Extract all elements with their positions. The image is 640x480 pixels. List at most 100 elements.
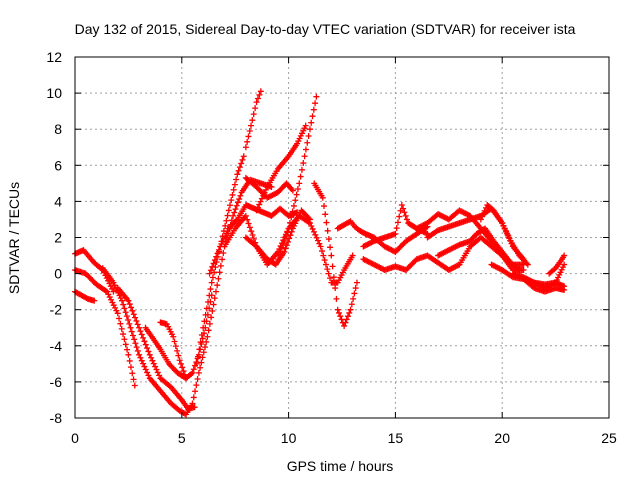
y-tick-label: 10 [46,85,62,101]
data-point [210,301,217,308]
data-point [338,316,345,323]
data-point [136,324,143,331]
y-tick-label: 0 [54,266,62,282]
data-point [288,214,295,221]
data-point [244,138,251,145]
data-point [129,370,136,377]
data-point [188,370,195,377]
data-point [277,248,284,255]
data-point [109,299,116,306]
data-point [292,197,299,204]
data-point [230,212,237,219]
data-point [150,360,157,367]
data-point [256,91,263,98]
data-point [352,285,359,292]
data-point [369,238,376,245]
data-point [284,229,291,236]
data-point [551,280,558,287]
data-point [343,316,350,323]
data-point [180,368,187,375]
data-point [254,204,261,211]
data-series-sat-g [157,319,190,382]
data-point [319,194,326,201]
data-point [305,215,312,222]
data-series-sat-s [360,234,527,273]
data-series-sat-m [253,122,309,214]
data-point [294,209,301,216]
data-point [326,275,333,282]
data-point [281,236,288,243]
data-series-sat-w [477,202,531,268]
data-point [250,111,257,118]
data-series-sat-v [435,225,523,273]
data-point [190,394,197,401]
data-point [196,346,203,353]
data-point [206,270,213,277]
data-point [195,369,202,376]
data-points [72,88,568,418]
data-point [209,274,216,281]
data-point [130,376,137,383]
data-point [276,252,283,259]
data-point [257,198,264,205]
data-point [310,228,317,235]
data-point [104,288,111,295]
data-point [423,230,430,237]
data-point [231,209,238,216]
data-point [306,126,313,133]
y-axis-label: SDTVAR / TECUs [6,182,22,294]
data-point [116,315,123,322]
data-point [190,366,197,373]
data-point [330,274,337,281]
data-series-sat-n [274,93,320,263]
data-point [248,228,255,235]
data-point [301,153,308,160]
data-point [193,382,200,389]
data-point [209,307,216,314]
data-point [278,244,285,251]
data-point [120,301,127,308]
data-point [351,290,358,297]
data-point [297,173,304,180]
data-point [302,146,309,153]
data-point [134,347,141,354]
data-point [137,328,144,335]
data-point [107,283,114,290]
data-point [561,261,568,268]
data-point [145,348,152,355]
data-point [171,338,178,345]
data-point [207,267,214,274]
data-point [213,253,220,260]
data-point [242,144,249,151]
data-point [193,360,200,367]
data-point [208,279,215,286]
data-point [222,222,229,229]
data-point [347,306,354,313]
data-point [121,336,128,343]
data-point [258,195,265,202]
axes: 0 5 10 15 20 25 -8 -6 -4 -2 0 2 4 6 8 10 12 [46,49,617,446]
data-point [189,369,196,376]
data-point [125,317,132,324]
data-point [129,307,136,314]
data-point [317,243,324,250]
data-point [214,250,221,257]
data-point [113,307,120,314]
data-point [282,233,289,240]
data-point [321,257,328,264]
data-point [133,317,140,324]
data-point [306,216,313,223]
data-point [249,117,256,124]
data-point [393,225,400,232]
data-point [183,375,190,382]
y-tick-label: 2 [54,230,62,246]
data-point [175,352,182,359]
data-point [114,310,121,317]
data-point [289,208,296,215]
data-point [314,237,321,244]
data-point [121,305,128,312]
data-point [179,364,186,371]
data-point [318,248,325,255]
data-point [293,191,300,198]
data-point [198,359,205,366]
